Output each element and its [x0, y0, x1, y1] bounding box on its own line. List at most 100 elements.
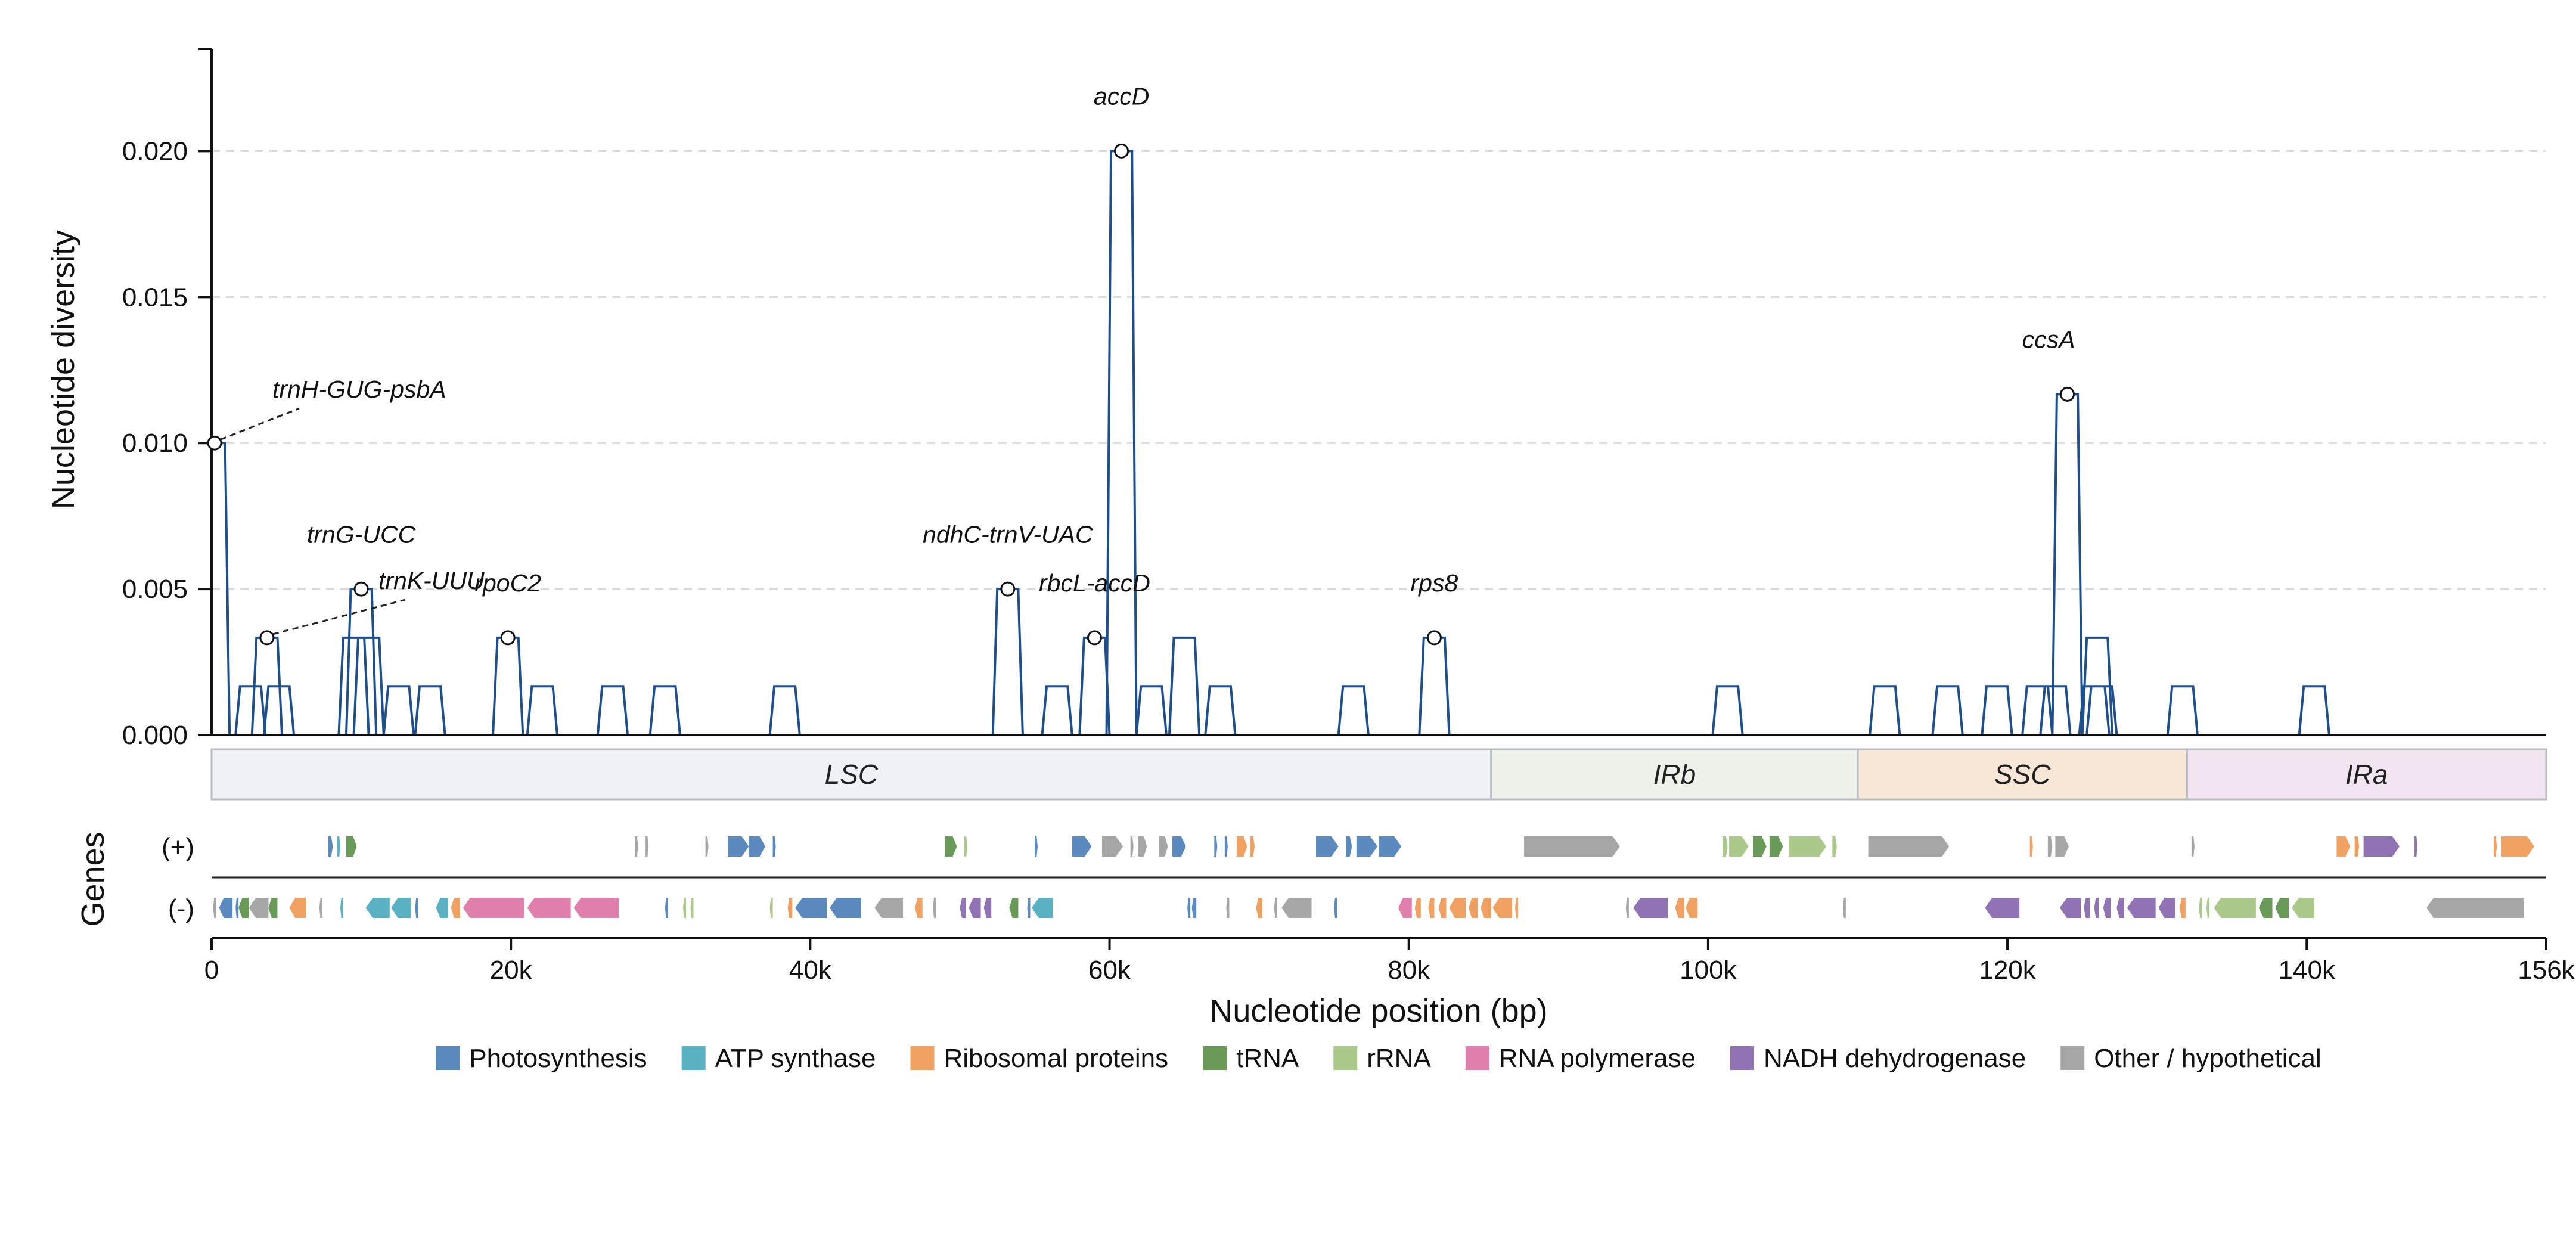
gene-atp — [1031, 898, 1053, 918]
peak-marker — [1000, 581, 1016, 597]
x-tick-label: 20k — [490, 956, 533, 985]
gene-ribosomal — [1514, 898, 1519, 918]
gene-other — [2191, 836, 2195, 857]
region-ira — [2186, 748, 2547, 801]
genes-track-title: Genes — [75, 832, 111, 926]
gene-ndh — [960, 898, 966, 918]
gene-rrna — [2292, 898, 2314, 918]
gene-other — [1159, 836, 1168, 857]
main-axes: 0.000 0.005 0.010 0.015 0.020 — [122, 48, 2546, 750]
gene-rrna — [690, 898, 694, 918]
peak-label: trnK-UUU — [378, 567, 485, 594]
region-label: LSC — [825, 759, 879, 790]
gene-rrna — [1723, 836, 1728, 857]
x-axis-title: Nucleotide position (bp) — [1209, 993, 1547, 1029]
gene-ndh — [2363, 836, 2400, 857]
gene-photosynthesis — [1334, 898, 1337, 918]
gene-ndh — [2116, 898, 2124, 918]
gene-ribosomal — [1469, 898, 1478, 918]
gene-ribosomal — [1449, 898, 1466, 918]
gene-ribosomal — [1438, 898, 1447, 918]
gene-ribosomal — [1492, 898, 1512, 918]
gene-other — [1138, 836, 1147, 857]
gene-rnapol — [1398, 898, 1412, 918]
legend-swatch-other — [2060, 1046, 2085, 1070]
gene-ribosomal — [1256, 898, 1262, 918]
gene-ribosomal — [451, 898, 460, 918]
gene-other — [874, 898, 904, 918]
gene-ribosomal — [1236, 836, 1247, 857]
region-ssc — [1857, 748, 2188, 801]
legend-label-rrna: rRNA — [1367, 1044, 1431, 1073]
region-lsc — [210, 748, 1492, 801]
peak-marker — [1087, 630, 1102, 646]
peak-label: ccsA — [2022, 326, 2075, 353]
gene-rrna — [2199, 898, 2202, 918]
legend-swatch-rnapol — [1465, 1046, 1489, 1070]
gene-ribosomal — [1675, 898, 1684, 918]
gene-ndh — [2094, 898, 2099, 918]
gene-other — [645, 836, 649, 857]
gene-rrna — [769, 898, 773, 918]
gene-photosynthesis — [830, 898, 861, 918]
gene-photosynthesis — [1034, 836, 1038, 857]
gene-ndh — [983, 898, 992, 918]
gene-other — [1524, 836, 1620, 857]
region-irb — [1490, 748, 1859, 801]
gene-other — [1274, 898, 1277, 918]
gene-rnapol — [573, 898, 619, 918]
gene-rrna — [2214, 898, 2256, 918]
gene-ndh — [1633, 898, 1668, 918]
gene-ribosomal — [1414, 898, 1421, 918]
gene-atp — [365, 898, 390, 918]
gene-other — [1130, 836, 1134, 857]
gene-trna — [1009, 898, 1019, 918]
gene-other — [319, 898, 322, 918]
legend-label-rnapol: RNA polymerase — [1499, 1044, 1696, 1073]
gene-other — [933, 898, 936, 918]
gene-rrna — [1789, 836, 1827, 857]
gene-atp — [391, 898, 411, 918]
gene-photosynthesis — [772, 836, 776, 857]
legend-label-photosynthesis: Photosynthesis — [469, 1044, 647, 1073]
gene-ndh — [2127, 898, 2156, 918]
strand-label: (+) — [162, 833, 194, 862]
genome-region-bar: LSC IRb SSC IRa — [210, 748, 2547, 801]
gene-photosynthesis — [415, 898, 418, 918]
gene-other — [2055, 836, 2069, 857]
gene-atp — [340, 898, 343, 918]
gene-other — [213, 898, 216, 918]
peak-marker — [259, 630, 275, 646]
gene-ribosomal — [1481, 898, 1491, 918]
x-tick-label: 100k — [1680, 956, 1737, 985]
y-tick-label: 0.020 — [122, 137, 188, 166]
gene-atp — [436, 898, 448, 918]
gene-trna — [2275, 898, 2289, 918]
gene-photosynthesis — [1224, 836, 1228, 857]
gene-other — [1226, 898, 1230, 918]
gene-ribosomal — [787, 898, 793, 918]
x-tick-label: 140k — [2279, 956, 2336, 985]
gene-photosynthesis — [1172, 836, 1186, 857]
annotation-leader-line — [272, 598, 406, 635]
gene-trna — [1753, 836, 1767, 857]
annotation-leader-line — [220, 407, 300, 441]
legend-label-ndh: NADH dehydrogenase — [1764, 1044, 2026, 1073]
peak-label: ndhC-trnV-UAC — [923, 520, 1093, 548]
gene-other — [249, 898, 269, 918]
legend-swatch-rrna — [1333, 1046, 1358, 1070]
peak-label: accD — [1094, 83, 1149, 110]
gene-trna — [268, 898, 278, 918]
gene-ribosomal — [1686, 898, 1698, 918]
gene-ribosomal — [2179, 898, 2186, 918]
y-tick-label: 0.000 — [122, 721, 188, 750]
region-label: IRb — [1653, 759, 1696, 790]
gene-other — [1101, 836, 1123, 857]
region-label: IRa — [2345, 759, 2388, 790]
y-tick-label: 0.010 — [122, 429, 188, 458]
peak-label: rps8 — [1411, 569, 1458, 597]
gene-rrna — [1832, 836, 1837, 857]
gene-photosynthesis — [1379, 836, 1402, 857]
y-tick-label: 0.005 — [122, 575, 188, 604]
